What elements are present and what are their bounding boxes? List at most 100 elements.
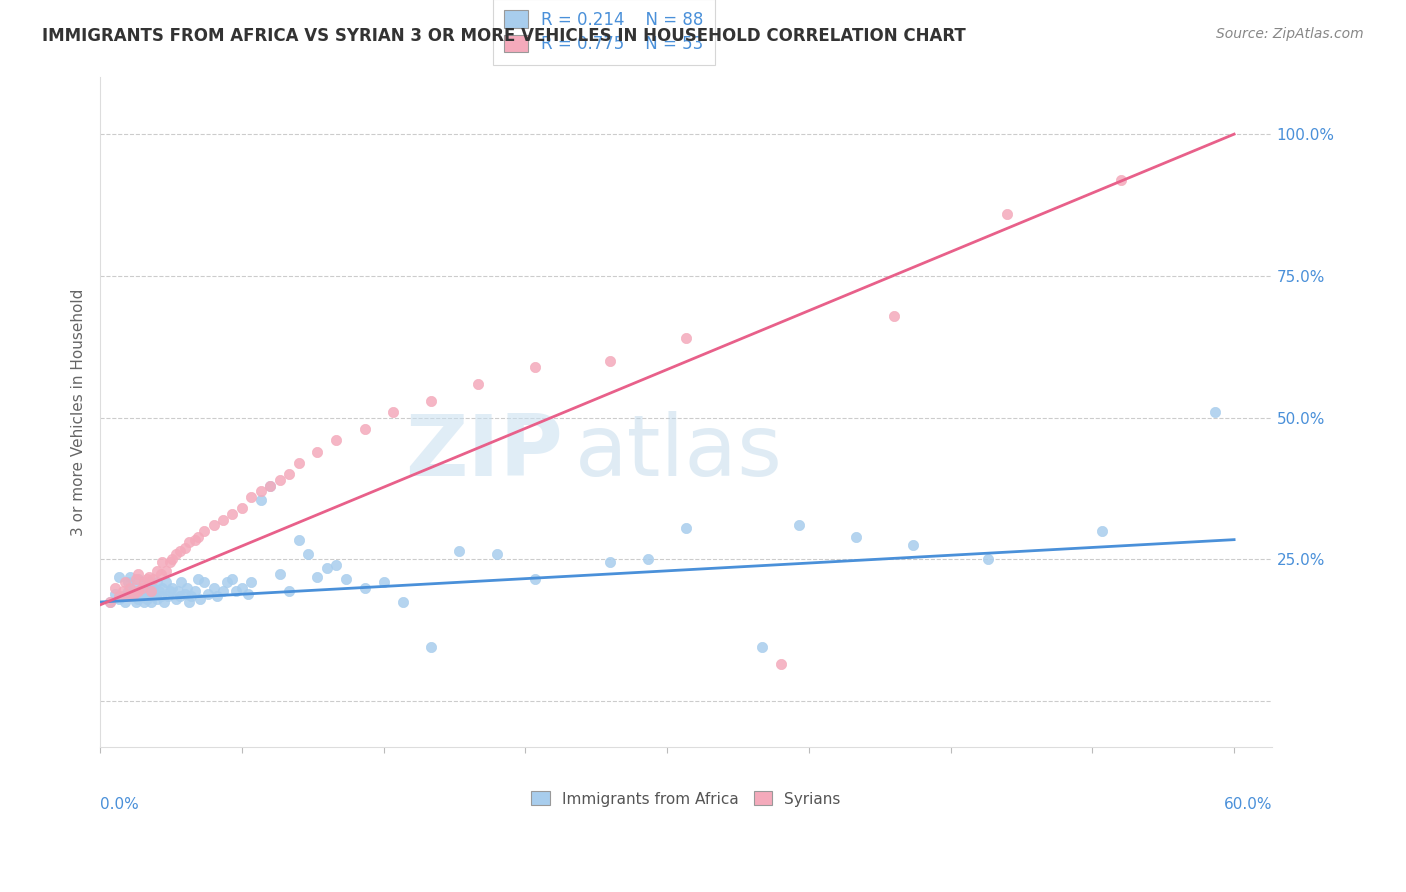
Point [995, 206, 1018, 220]
Point [269, 473, 291, 487]
Legend: Immigrants from Africa, Syrians: Immigrants from Africa, Syrians [526, 785, 846, 813]
Point [177, 595, 200, 609]
Point [249, 492, 271, 507]
Point [297, 547, 319, 561]
Point [165, 547, 187, 561]
Text: atlas: atlas [575, 410, 783, 493]
Point [325, 558, 347, 573]
Point [193, 524, 215, 538]
Point [391, 595, 413, 609]
Point [166, 583, 188, 598]
Point [212, 513, 235, 527]
Point [637, 552, 659, 566]
Point [108, 592, 131, 607]
Point [231, 501, 253, 516]
Point [287, 533, 309, 547]
Point [122, 581, 145, 595]
Point [132, 586, 155, 600]
Point [187, 572, 209, 586]
Point [104, 586, 127, 600]
Point [138, 575, 160, 590]
Point [174, 541, 197, 556]
Point [278, 583, 301, 598]
Point [307, 444, 329, 458]
Point [316, 561, 339, 575]
Point [467, 376, 489, 391]
Point [883, 309, 905, 323]
Point [132, 595, 155, 609]
Point [523, 572, 546, 586]
Point [159, 583, 181, 598]
Point [249, 484, 271, 499]
Point [169, 544, 191, 558]
Point [142, 572, 165, 586]
Point [307, 569, 329, 583]
Point [127, 572, 149, 586]
Point [153, 595, 176, 609]
Point [202, 518, 225, 533]
Point [523, 359, 546, 374]
Point [122, 586, 145, 600]
Point [1109, 172, 1132, 186]
Point [155, 575, 177, 590]
Text: IMMIGRANTS FROM AFRICA VS SYRIAN 3 OR MORE VEHICLES IN HOUSEHOLD CORRELATION CHA: IMMIGRANTS FROM AFRICA VS SYRIAN 3 OR MO… [42, 27, 966, 45]
Point [845, 530, 868, 544]
Point [108, 590, 131, 604]
Point [169, 590, 191, 604]
Point [136, 572, 159, 586]
Point [675, 331, 697, 345]
Point [449, 544, 471, 558]
Point [120, 569, 142, 583]
Point [157, 590, 180, 604]
Point [278, 467, 301, 482]
Point [121, 590, 143, 604]
Point [146, 592, 169, 607]
Point [240, 490, 263, 504]
Point [127, 583, 149, 598]
Y-axis label: 3 or more Vehicles in Household: 3 or more Vehicles in Household [72, 288, 86, 536]
Point [207, 590, 229, 604]
Point [180, 590, 202, 604]
Point [240, 575, 263, 590]
Point [148, 583, 170, 598]
Point [117, 583, 139, 598]
Point [221, 572, 243, 586]
Point [202, 581, 225, 595]
Point [176, 581, 198, 595]
Point [599, 354, 621, 368]
Point [146, 575, 169, 590]
Point [236, 586, 259, 600]
Point [335, 572, 357, 586]
Point [152, 555, 174, 569]
Point [174, 586, 197, 600]
Point [98, 595, 121, 609]
Point [152, 581, 174, 595]
Point [111, 583, 134, 598]
Point [353, 422, 375, 436]
Point [127, 583, 149, 598]
Point [125, 595, 148, 609]
Point [259, 479, 281, 493]
Point [177, 535, 200, 549]
Point [751, 640, 773, 655]
Point [231, 581, 253, 595]
Point [155, 564, 177, 578]
Point [485, 547, 508, 561]
Point [269, 566, 291, 581]
Text: 0.0%: 0.0% [100, 797, 139, 812]
Point [146, 564, 169, 578]
Point [149, 590, 172, 604]
Point [138, 569, 160, 583]
Point [131, 581, 153, 595]
Point [221, 507, 243, 521]
Point [131, 590, 153, 604]
Point [141, 583, 163, 598]
Point [131, 581, 153, 595]
Point [789, 518, 811, 533]
Point [149, 566, 172, 581]
Point [193, 575, 215, 590]
Point [120, 581, 142, 595]
Point [111, 590, 134, 604]
Point [122, 586, 145, 600]
Point [259, 479, 281, 493]
